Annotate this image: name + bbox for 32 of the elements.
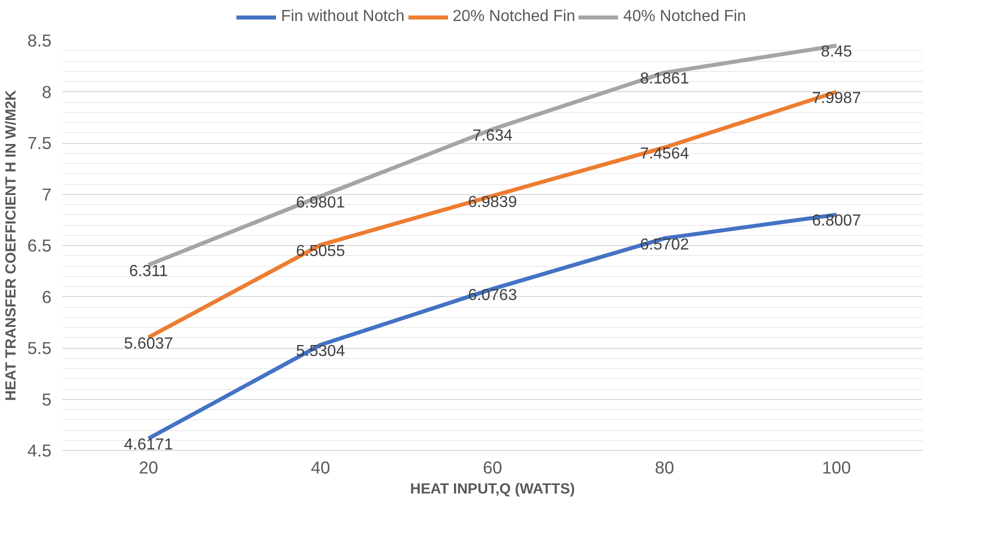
y-tick-label: 8.5 (27, 30, 52, 50)
y-axis-title: HEAT TRANSFER COEFFICIENT H IN W/M2K (3, 90, 20, 401)
data-label: 8.45 (820, 44, 852, 61)
data-label: 6.0763 (468, 286, 518, 304)
data-label: 7.634 (472, 127, 513, 144)
x-tick-label: 40 (310, 458, 330, 478)
data-label: 5.6037 (124, 335, 174, 352)
legend-label: Fin without Notch (280, 8, 405, 26)
data-label: 6.9801 (296, 194, 346, 212)
data-label: 6.311 (129, 262, 168, 280)
y-tick-label: 6 (42, 286, 52, 307)
x-tick-label: 100 (822, 458, 851, 478)
x-axis-title: HEAT INPUT,Q (WATTS) (410, 482, 575, 498)
y-tick-label: 6.5 (27, 236, 52, 256)
data-label: 4.6171 (124, 436, 174, 454)
y-tick-label: 4.5 (27, 440, 52, 460)
y-tick-label: 5 (42, 389, 52, 410)
legend-label: 40% Notched Fin (623, 8, 746, 26)
data-label: 7.4564 (640, 145, 690, 162)
x-tick-label: 80 (654, 458, 674, 478)
data-label: 6.8007 (812, 212, 862, 230)
y-tick-label: 7.5 (27, 133, 52, 153)
y-tick-label: 7 (42, 184, 52, 204)
data-label: 6.5702 (640, 236, 690, 254)
legend-label: 20% Notched Fin (452, 8, 576, 26)
x-tick-label: 20 (138, 458, 158, 478)
x-tick-label: 60 (482, 458, 502, 478)
data-label: 6.9839 (468, 194, 518, 211)
y-tick-label: 8 (42, 82, 52, 102)
data-label: 8.1861 (640, 70, 690, 88)
y-tick-label: 5.5 (27, 338, 52, 358)
data-label: 7.9987 (812, 90, 862, 107)
